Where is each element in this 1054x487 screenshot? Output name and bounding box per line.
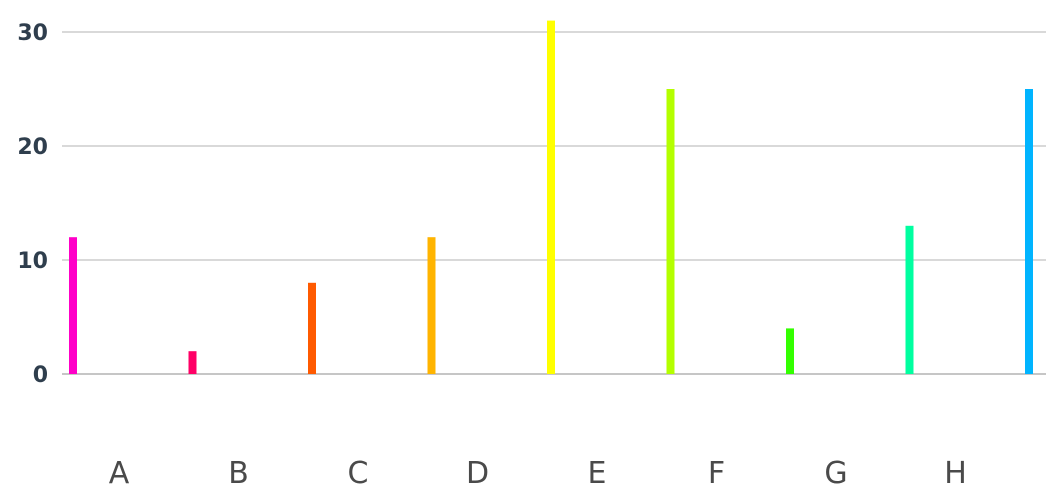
y-tick-label-0: 0 xyxy=(33,363,48,388)
y-axis-ticks: 0 10 20 30 xyxy=(17,21,48,388)
x-tick-label-A: A xyxy=(109,456,130,487)
x-tick-label-C: C xyxy=(348,456,369,487)
bar-D xyxy=(427,237,436,374)
bar-A xyxy=(69,237,77,374)
x-axis-ticks: ABCDEFGHI xyxy=(109,456,967,487)
x-tick-label-G: G xyxy=(824,456,847,487)
x-tick-label-E: E xyxy=(588,456,607,487)
y-tick-label-10: 10 xyxy=(17,249,48,274)
x-tick-label-F: F xyxy=(708,456,725,487)
x-tick-label-H: H xyxy=(944,456,967,487)
y-tick-label-30: 30 xyxy=(17,21,48,46)
bar-E xyxy=(547,20,555,374)
x-tick-label-D: D xyxy=(466,456,489,487)
y-tick-label-20: 20 xyxy=(17,135,48,160)
bar-I xyxy=(1025,89,1033,374)
bar-B xyxy=(188,351,197,374)
bars xyxy=(69,20,1033,374)
bar-H xyxy=(905,225,914,374)
x-tick-label-B: B xyxy=(228,456,249,487)
bar-F xyxy=(666,89,675,374)
bar-C xyxy=(308,282,316,374)
bar-G xyxy=(786,328,794,374)
